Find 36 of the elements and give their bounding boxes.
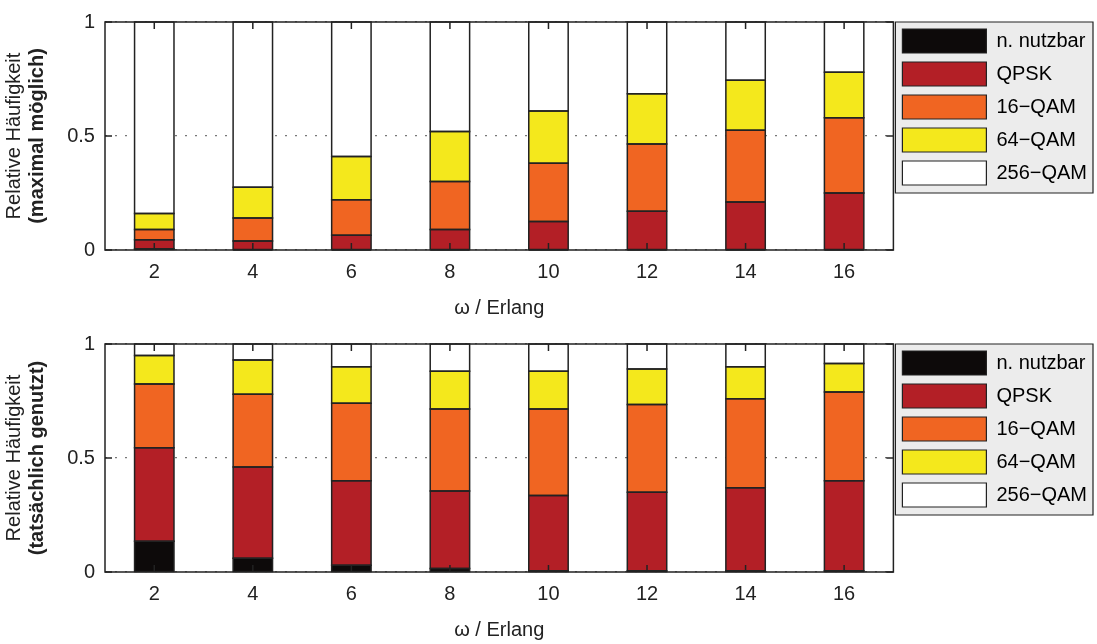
x-tick-label: 4 [247, 581, 259, 604]
x-tick-label: 10 [537, 259, 560, 282]
legend-label: 16−QAM [996, 94, 1076, 117]
y-tick-label: 0 [83, 559, 95, 582]
x-tick-label: 12 [635, 581, 659, 604]
legend-label: 256−QAM [996, 482, 1087, 505]
x-tick-label: 16 [832, 581, 856, 604]
x-tick-label: 2 [148, 259, 160, 282]
x-tick-label: 10 [537, 581, 560, 604]
legend-label: n. nutzbar [996, 28, 1086, 51]
legend-label: 16−QAM [996, 416, 1076, 439]
legend-label: QPSK [996, 61, 1053, 84]
x-axis-title: ω / Erlang [454, 617, 545, 640]
y-axis-title: Relative Häufigkeit (maximal möglich) [2, 48, 48, 224]
x-tick-label: 14 [734, 581, 757, 604]
x-axis-title: ω / Erlang [454, 295, 545, 318]
y-tick-label: 1 [83, 9, 95, 32]
y-tick-label: 1 [83, 331, 95, 354]
legend-label: 256−QAM [996, 160, 1087, 183]
x-tick-label: 8 [444, 581, 456, 604]
x-tick-label: 12 [635, 259, 659, 282]
x-tick-label: 4 [247, 259, 259, 282]
x-tick-label: 8 [444, 259, 456, 282]
x-tick-label: 16 [832, 259, 856, 282]
x-tick-label: 2 [148, 581, 160, 604]
y-tick-label: 0 [83, 237, 95, 260]
y-axis-title: Relative Häufigkeit (tatsächlich genutzt) [2, 360, 48, 556]
y-tick-label: 0.5 [67, 123, 95, 146]
legend-label: 64−QAM [996, 449, 1076, 472]
legend-label: QPSK [996, 383, 1053, 406]
legend-label: n. nutzbar [996, 350, 1086, 373]
legend-label: 64−QAM [996, 127, 1076, 150]
x-tick-label: 14 [734, 259, 757, 282]
x-tick-label: 6 [345, 581, 357, 604]
x-tick-label: 6 [345, 259, 357, 282]
y-tick-label: 0.5 [67, 445, 95, 468]
